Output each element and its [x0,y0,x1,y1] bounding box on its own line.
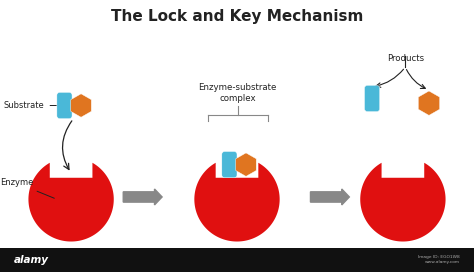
FancyBboxPatch shape [222,152,237,178]
PathPatch shape [28,163,114,242]
Text: Enzyme: Enzyme [0,178,55,198]
FancyArrow shape [310,189,349,205]
Bar [0,248,474,272]
PathPatch shape [360,163,446,242]
Text: Enzyme-substrate
complex: Enzyme-substrate complex [199,83,277,103]
Text: Substrate: Substrate [4,101,62,110]
Text: Image ID: EGO1W8
www.alamy.com: Image ID: EGO1W8 www.alamy.com [418,255,460,264]
FancyBboxPatch shape [365,85,380,112]
Text: alamy: alamy [14,255,49,265]
Text: The Lock and Key Mechanism: The Lock and Key Mechanism [111,9,363,24]
Text: Products: Products [387,54,424,63]
Polygon shape [236,153,256,176]
Polygon shape [71,94,91,117]
FancyBboxPatch shape [57,92,72,119]
FancyArrow shape [123,189,162,205]
PathPatch shape [194,163,280,242]
Polygon shape [418,91,440,115]
